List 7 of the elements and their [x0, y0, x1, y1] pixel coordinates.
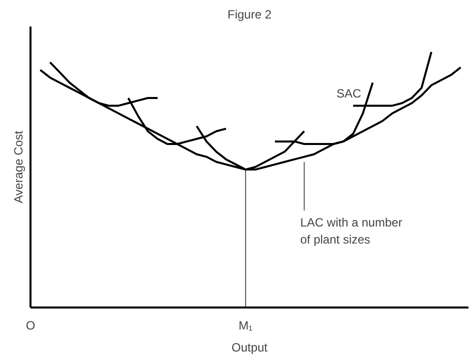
x-axis-title: Output	[231, 340, 268, 354]
x-tick-label: M₁	[238, 318, 253, 332]
annotation: LAC with a number of plant sizes	[300, 216, 402, 246]
chart-title: Figure 2	[227, 8, 272, 22]
y-axis-title: Average Cost	[12, 130, 26, 204]
annotation: SAC	[336, 86, 362, 100]
x-tick-label: O	[26, 318, 36, 332]
